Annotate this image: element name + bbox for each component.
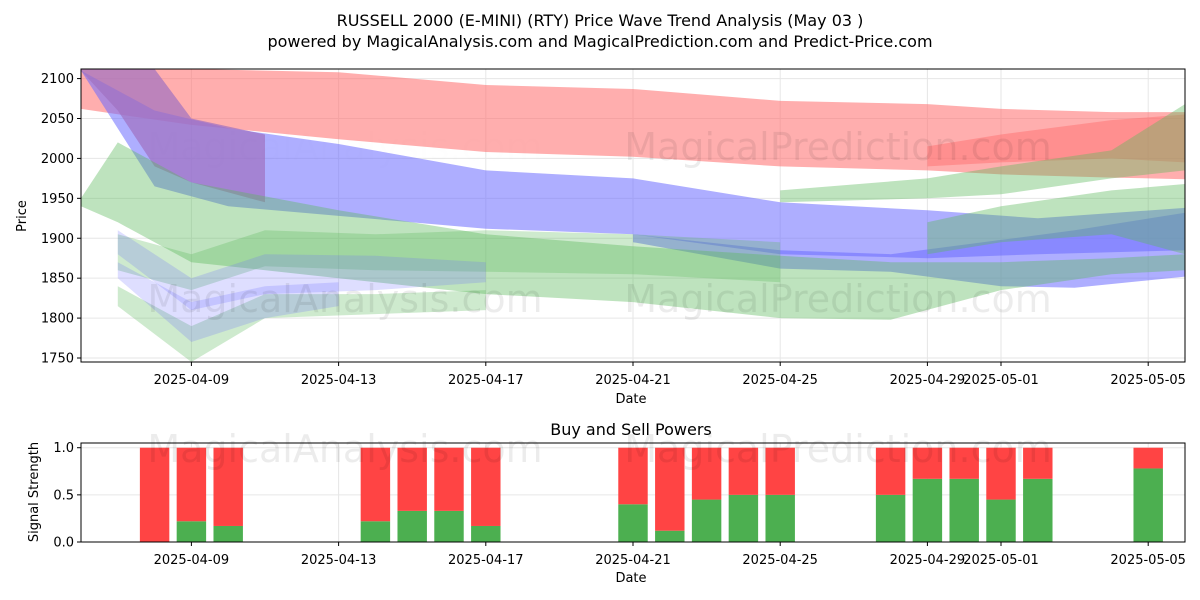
price-y-tick-label: 1950	[41, 192, 74, 207]
price-x-tick-label: 2025-04-13	[301, 373, 377, 388]
price-x-tick-label: 2025-04-17	[448, 373, 524, 388]
price-x-tick-label: 2025-05-05	[1110, 373, 1186, 388]
sell-bar	[139, 447, 170, 542]
buy-bar	[728, 494, 759, 542]
sell-bar	[986, 447, 1016, 500]
sell-bar	[618, 447, 648, 505]
price-y-tick-label: 1750	[41, 352, 74, 367]
signal-x-axis-label: Date	[615, 571, 646, 586]
buy-bar	[471, 525, 501, 542]
buy-bar	[655, 530, 685, 542]
price-y-tick-label: 2100	[41, 72, 74, 87]
signal-y-ticks: 0.0 0.5 1.0	[53, 441, 81, 551]
buy-bar	[912, 478, 943, 542]
sell-bar	[949, 447, 979, 479]
signal-panel-title: Buy and Sell Powers	[550, 420, 712, 439]
buy-bar	[434, 510, 464, 542]
price-x-tick-label: 2025-04-29	[890, 373, 966, 388]
price-x-ticks: 2025-04-09 2025-04-13 2025-04-17 2025-04-21…	[154, 362, 1186, 388]
price-x-axis-label: Date	[615, 392, 646, 407]
signal-bars	[139, 447, 1163, 542]
price-x-tick-label: 2025-04-21	[595, 373, 671, 388]
watermark-analysis: MagicalAnalysis.com	[147, 125, 542, 169]
buy-bar	[1023, 478, 1053, 542]
sell-bar	[875, 447, 906, 495]
price-x-tick-label: 2025-04-25	[742, 373, 818, 388]
sell-bar	[691, 447, 722, 500]
buy-bar	[765, 494, 795, 542]
buy-bar	[618, 504, 648, 542]
sell-bar	[1133, 447, 1163, 469]
sell-bar	[765, 447, 795, 495]
price-y-tick-label: 1850	[41, 272, 74, 287]
price-wave-bands	[81, 69, 1185, 362]
price-y-axis-label: Price	[15, 200, 30, 232]
sell-bar	[360, 447, 391, 522]
chart-title: RUSSELL 2000 (E-MINI) (RTY) Price Wave T…	[337, 11, 864, 30]
price-wave-band-green-9	[117, 286, 486, 362]
sell-bar	[176, 447, 207, 522]
price-wave-band-green-6	[780, 104, 1185, 203]
price-y-tick-label: 2050	[41, 112, 74, 127]
price-wave-band-green-7	[927, 184, 1185, 255]
watermark-analysis-lower: MagicalAnalysis.com	[147, 277, 542, 321]
buy-bar	[875, 494, 906, 542]
buy-bar	[949, 478, 979, 542]
chart-subtitle: powered by MagicalAnalysis.com and Magic…	[267, 32, 932, 51]
buy-bar	[986, 499, 1016, 542]
signal-x-tick-label: 2025-04-25	[742, 553, 818, 568]
signal-x-tick-label: 2025-04-09	[154, 553, 230, 568]
signal-y-tick-label: 0.5	[53, 488, 74, 503]
sell-bar	[471, 447, 501, 526]
signal-x-tick-label: 2025-04-13	[301, 553, 377, 568]
price-x-tick-label: 2025-05-01	[963, 373, 1039, 388]
sell-bar	[655, 447, 685, 531]
signal-x-tick-label: 2025-04-21	[595, 553, 671, 568]
price-y-tick-label: 1800	[41, 312, 74, 327]
price-wave-band-blue-11	[117, 262, 339, 342]
price-wave-band-purple-4	[81, 69, 265, 203]
price-wave-band-green-5	[81, 142, 1185, 320]
watermark-prediction: MagicalPrediction.com	[624, 125, 1052, 169]
signal-y-tick-label: 1.0	[53, 441, 74, 456]
price-wave-band-blue-10	[117, 230, 486, 311]
signal-x-tick-label: 2025-05-01	[963, 553, 1039, 568]
price-wave-band-green-8	[117, 230, 781, 291]
sell-bar	[397, 447, 427, 511]
signal-x-tick-label: 2025-04-17	[448, 553, 524, 568]
buy-bar	[176, 521, 207, 542]
sell-bar	[213, 447, 243, 526]
signal-y-tick-label: 0.0	[53, 536, 74, 551]
buy-bar	[397, 510, 427, 542]
sell-bar	[912, 447, 943, 479]
price-wave-band-red-1	[927, 114, 1185, 167]
buy-bar	[213, 525, 243, 542]
price-wave-band-blue-3	[633, 212, 1185, 288]
signal-panel: Buy and Sell Powers MagicalAnalysis.com …	[27, 420, 1186, 586]
buy-bar	[1133, 468, 1163, 542]
price-panel: MagicalAnalysis.com MagicalPrediction.co…	[15, 68, 1186, 407]
signal-x-ticks: 2025-04-09 2025-04-13 2025-04-17 2025-04-21…	[154, 542, 1186, 568]
watermark-prediction-signal: MagicalPrediction.com	[624, 427, 1052, 471]
price-y-ticks: 1750 1800 1850 1900 1950 2000 2050 2100	[41, 72, 81, 367]
buy-bar	[691, 499, 722, 542]
buy-bar	[360, 521, 391, 542]
price-wave-band-red-0	[81, 69, 1185, 180]
price-wave-band-blue-2	[81, 70, 1185, 259]
sell-bar	[434, 447, 464, 511]
watermark-prediction-lower: MagicalPrediction.com	[624, 277, 1052, 321]
price-y-tick-label: 1900	[41, 232, 74, 247]
signal-y-axis-label: Signal Strength	[27, 442, 42, 542]
watermark-analysis-signal: MagicalAnalysis.com	[147, 427, 542, 471]
price-x-tick-label: 2025-04-09	[154, 373, 230, 388]
sell-bar	[1023, 447, 1053, 479]
signal-x-tick-label: 2025-05-05	[1110, 553, 1186, 568]
sell-bar	[728, 447, 759, 495]
price-y-tick-label: 2000	[41, 152, 74, 167]
signal-x-tick-label: 2025-04-29	[890, 553, 966, 568]
